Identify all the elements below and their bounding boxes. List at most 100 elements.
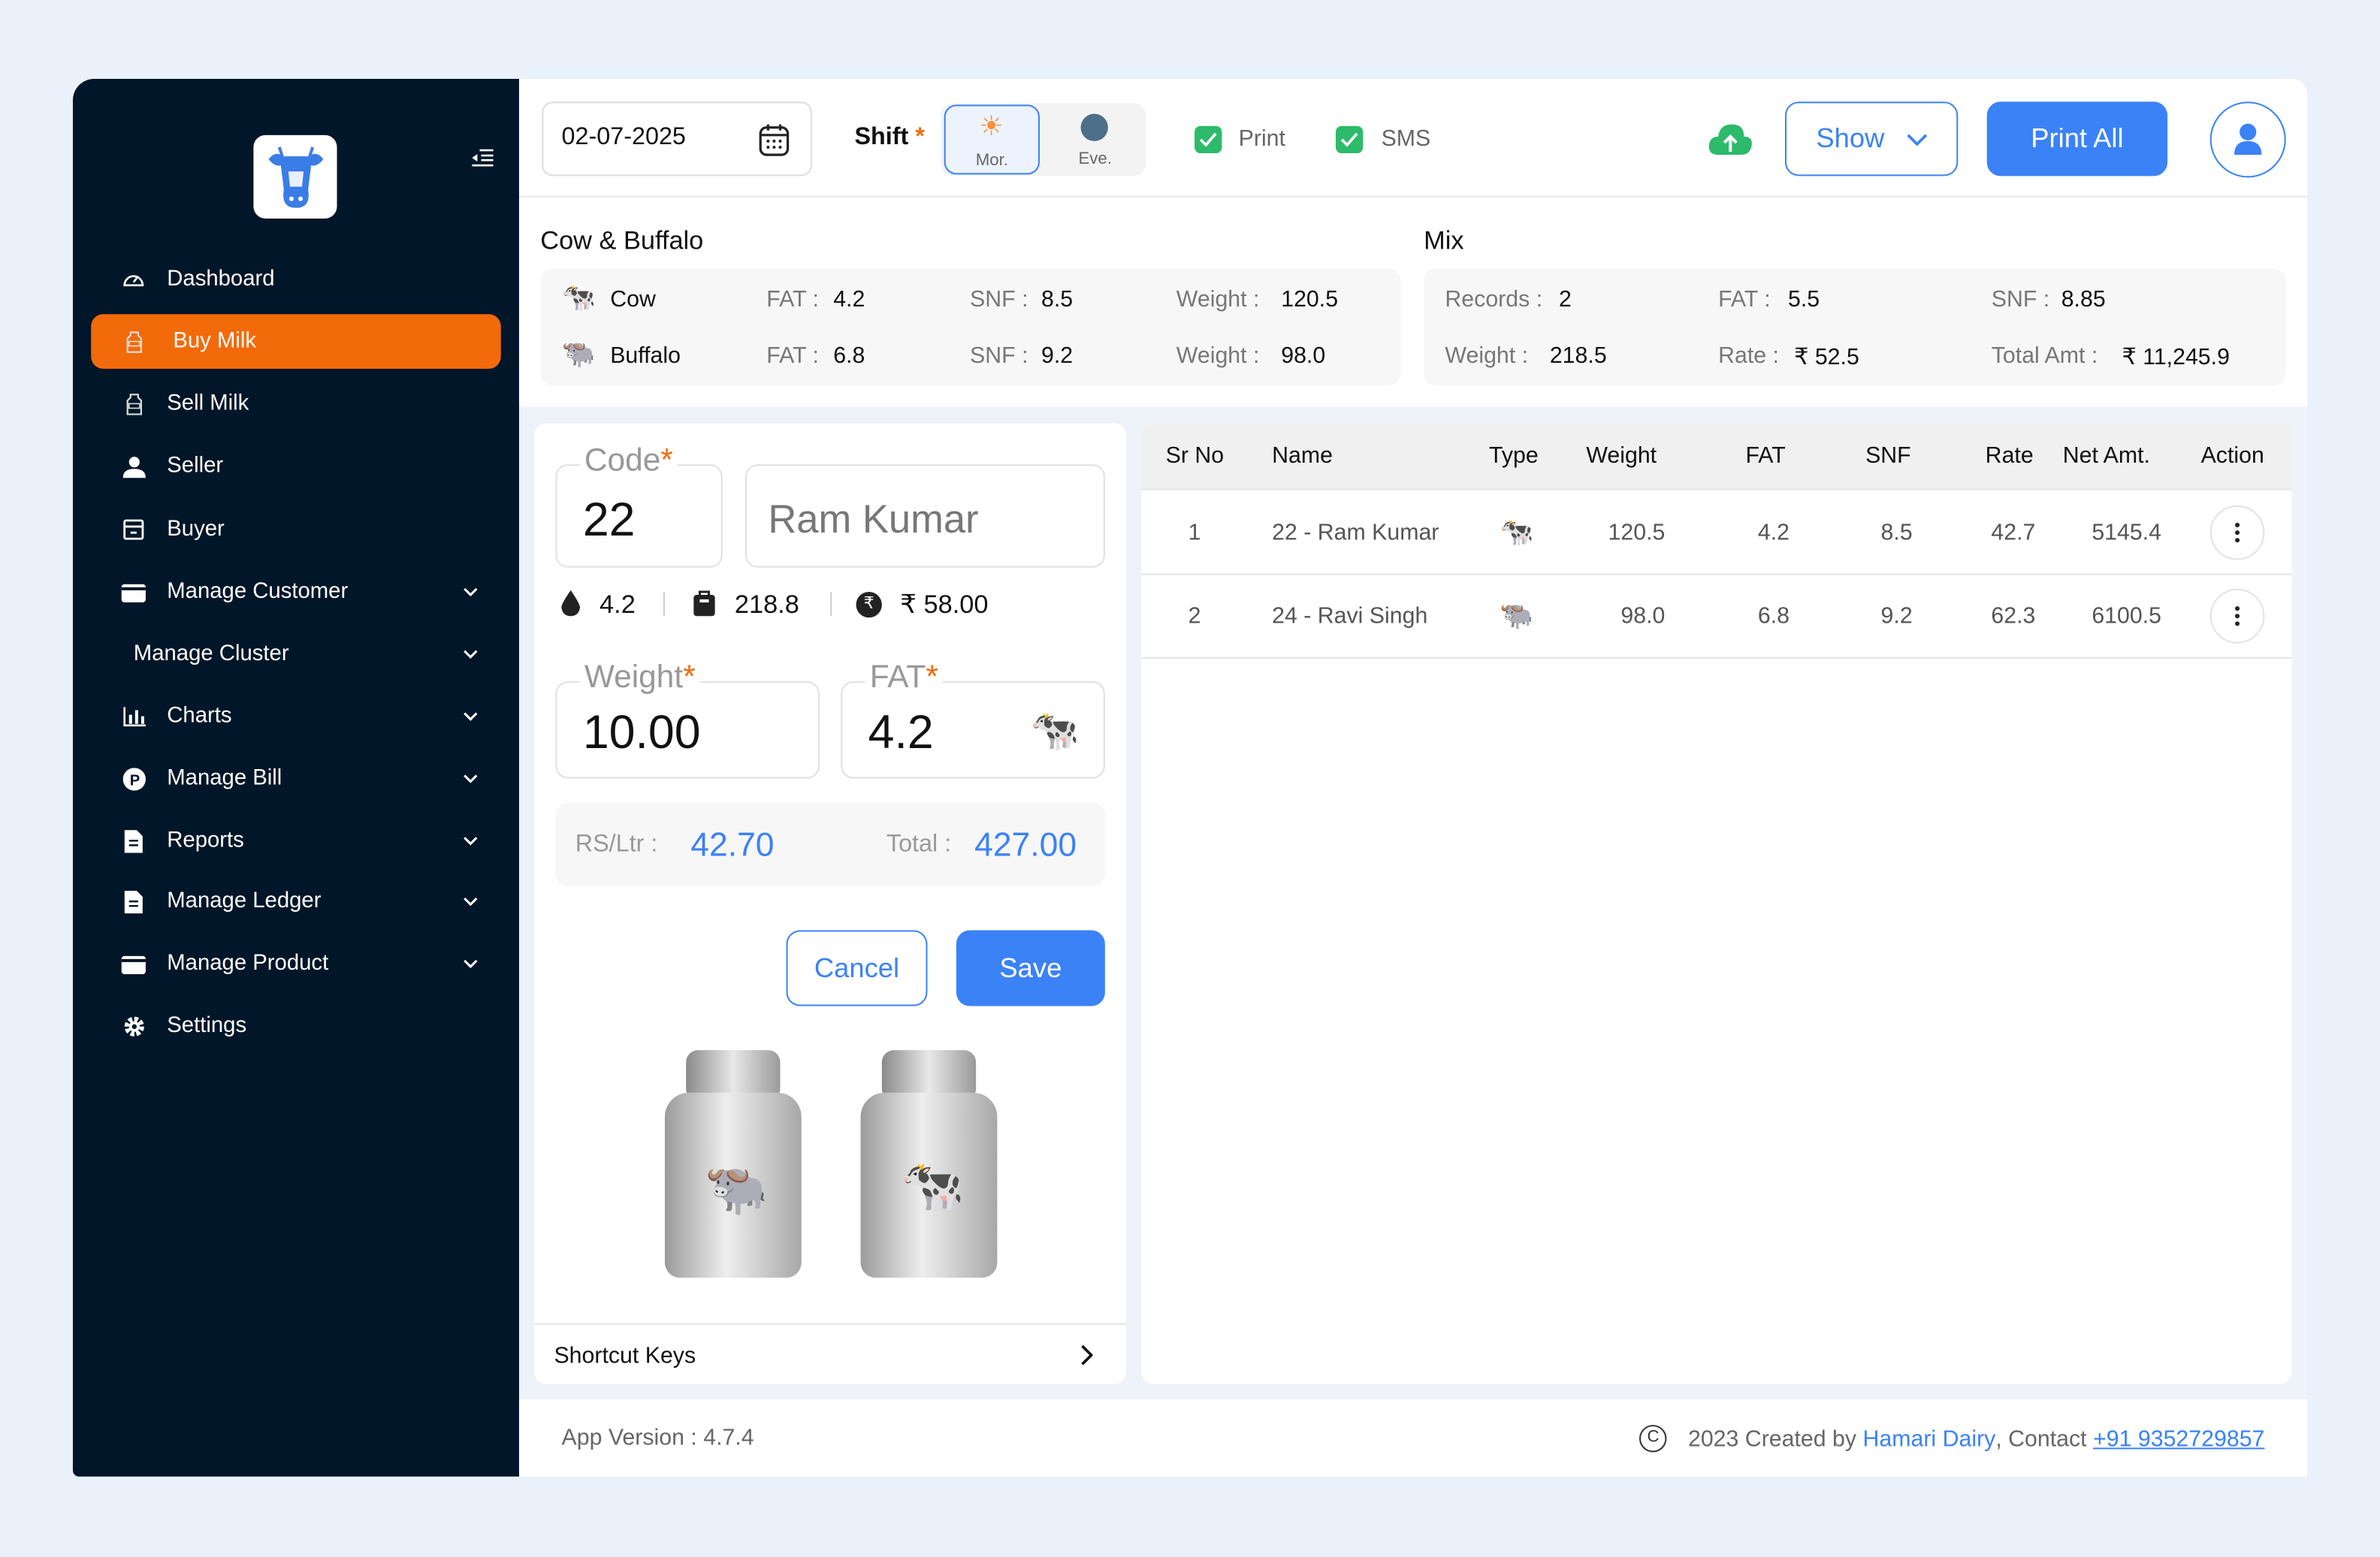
table-row[interactable]: 1 22 - Ram Kumar 120.5 4.2 8.5 42.7 5145.4 🐄 xyxy=(1141,492,2292,575)
cell-rate: 62.3 xyxy=(1991,603,2036,629)
table-header: Sr No Name Type Weight FAT SNF Rate Net Amt. Act… xyxy=(1141,423,2292,490)
name-field[interactable]: Ram Kumar xyxy=(745,464,1105,568)
sun-icon: ☀ xyxy=(979,110,1004,141)
table-row[interactable]: 2 24 - Ravi Singh 98.0 6.8 9.2 62.3 6100.5 🐃 xyxy=(1141,575,2292,659)
avatar[interactable] xyxy=(2209,101,2286,178)
column-header[interactable]: Name xyxy=(1272,442,1333,469)
wallet-icon xyxy=(121,952,146,976)
row-actions-button[interactable] xyxy=(2209,588,2265,644)
mix-fat-label: FAT : xyxy=(1718,286,1771,313)
show-dropdown[interactable]: Show xyxy=(1784,101,1959,177)
weight-value: 10.00 xyxy=(582,705,701,759)
buffalo-icon: 🐃 xyxy=(561,338,596,369)
column-header[interactable]: Net Amt. xyxy=(2062,442,2150,469)
sidebar-item-dashboard[interactable]: Dashboard xyxy=(91,252,501,306)
column-header[interactable]: FAT xyxy=(1745,442,1786,469)
code-label: Code xyxy=(584,442,661,478)
sidebar-item-label: Buyer xyxy=(167,517,225,542)
weight-field[interactable]: Weight* 10.00 xyxy=(555,659,820,779)
calendar-icon[interactable] xyxy=(759,123,790,156)
mix-total-label: Total Amt : xyxy=(1991,342,2098,369)
print-checkbox[interactable] xyxy=(1195,125,1222,154)
sidebar-item-buy-milk[interactable]: Buy Milk xyxy=(91,314,501,369)
mix-rate-label: Rate : xyxy=(1718,342,1779,369)
name-value: Ram Kumar xyxy=(768,496,979,542)
required-mark: * xyxy=(683,659,696,696)
footer: App Version : 4.7.4 C 2023 Created by Ha… xyxy=(518,1399,2308,1477)
gear-icon xyxy=(122,1014,146,1038)
animal-name: Buffalo xyxy=(610,342,681,369)
info-fat-value: 4.2 xyxy=(600,590,636,620)
save-button[interactable]: Save xyxy=(956,930,1105,1006)
app-version: App Version : 4.7.4 xyxy=(561,1425,754,1451)
sms-checkbox[interactable] xyxy=(1335,125,1364,154)
cell-rate: 42.7 xyxy=(1991,519,2036,546)
row-actions-button[interactable] xyxy=(2209,505,2265,560)
cow-milk-can-image: 🐄 xyxy=(854,1050,1003,1278)
cancel-label: Cancel xyxy=(814,952,900,983)
column-header[interactable]: SNF xyxy=(1865,442,1911,469)
sidebar-item-label: Manage Ledger xyxy=(167,889,322,914)
chevron-right-icon xyxy=(1081,1344,1093,1365)
check-icon xyxy=(1199,132,1217,147)
fat-field[interactable]: FAT* 4.2 🐄 xyxy=(841,659,1105,779)
cow-icon: 🐄 xyxy=(1500,516,1534,548)
cancel-button[interactable]: Cancel xyxy=(786,930,928,1006)
phone-link[interactable]: +91 9352729857 xyxy=(2093,1426,2265,1452)
more-vertical-icon xyxy=(2235,523,2240,543)
shift-morning-label: Mor. xyxy=(975,152,1008,170)
print-all-button[interactable]: Print All xyxy=(1986,101,2168,177)
cow-buffalo-card: 🐄 Cow FAT : 4.2 SNF : 8.5 Weight : 120.5 🐃 Buffal… xyxy=(540,268,1401,386)
sidebar-item-reports[interactable]: Reports xyxy=(91,813,501,868)
dashboard-gauge-icon xyxy=(122,267,146,291)
sidebar-item-charts[interactable]: Charts xyxy=(91,689,501,744)
cell-net: 5145.4 xyxy=(2092,519,2162,546)
column-header[interactable]: Sr No xyxy=(1165,442,1225,469)
brand-link[interactable]: Hamari Dairy xyxy=(1862,1426,1996,1452)
column-header[interactable]: Type xyxy=(1489,442,1539,469)
sidebar-item-manage-customer[interactable]: Manage Customer xyxy=(91,565,501,620)
required-mark: * xyxy=(915,124,925,151)
date-value: 02-07-2025 xyxy=(561,124,686,151)
sidebar-item-seller[interactable]: Seller xyxy=(91,439,501,493)
sidebar-item-manage-cluster[interactable]: Manage Cluster xyxy=(91,626,501,681)
shift-morning-option[interactable]: ☀ Mor. xyxy=(944,104,1040,175)
column-header[interactable]: Action xyxy=(2200,442,2264,469)
collapse-menu-icon[interactable] xyxy=(472,149,494,167)
snf-value: 9.2 xyxy=(1040,342,1074,369)
divider xyxy=(830,591,832,617)
sidebar-item-label: Dashboard xyxy=(167,267,275,291)
mix-fat-value: 5.5 xyxy=(1788,286,1820,313)
bar-chart-icon xyxy=(122,704,146,728)
sidebar-item-manage-ledger[interactable]: Manage Ledger xyxy=(91,874,501,929)
sidebar-item-buyer[interactable]: Buyer xyxy=(91,502,501,557)
sidebar-item-manage-product[interactable]: Manage Product xyxy=(91,937,501,991)
cell-sr: 1 xyxy=(1188,519,1201,546)
weight-value: 120.5 xyxy=(1281,286,1339,313)
date-picker[interactable]: 02-07-2025 xyxy=(542,101,812,177)
shift-evening-option[interactable]: Eve. xyxy=(1047,104,1143,174)
code-field[interactable]: Code* 22 xyxy=(555,442,723,568)
code-legend: Code* xyxy=(579,442,678,480)
summary-section: Cow & Buffalo 🐄 Cow FAT : 4.2 SNF : 8.5 Weight… xyxy=(518,197,2308,407)
can-lid xyxy=(686,1050,781,1096)
mix-rate-value: ₹ 52.5 xyxy=(1794,344,1859,370)
shift-evening-label: Eve. xyxy=(1078,150,1112,169)
cell-net: 6100.5 xyxy=(2092,603,2162,629)
info-weight-value: 218.8 xyxy=(734,590,799,620)
column-header[interactable]: Weight xyxy=(1586,442,1657,469)
milk-bottle-icon xyxy=(122,391,146,415)
cell-sr: 2 xyxy=(1188,603,1201,629)
sidebar-item-sell-milk[interactable]: Sell Milk xyxy=(91,376,501,431)
moon-icon xyxy=(1080,113,1108,141)
column-header[interactable]: Rate xyxy=(1985,442,2034,469)
weight-label: Weight : xyxy=(1176,342,1260,369)
cloud-upload-icon[interactable] xyxy=(1708,122,1753,158)
coin-icon: ₹ xyxy=(856,591,882,618)
user-icon xyxy=(122,454,146,478)
sidebar-item-label: Charts xyxy=(167,704,232,729)
sidebar-item-manage-bill[interactable]: P Manage Bill xyxy=(91,751,501,806)
cow-icon: 🐄 xyxy=(900,1157,965,1216)
shortcut-keys-row[interactable]: Shortcut Keys xyxy=(534,1323,1127,1384)
sidebar-item-settings[interactable]: Settings xyxy=(91,998,501,1053)
